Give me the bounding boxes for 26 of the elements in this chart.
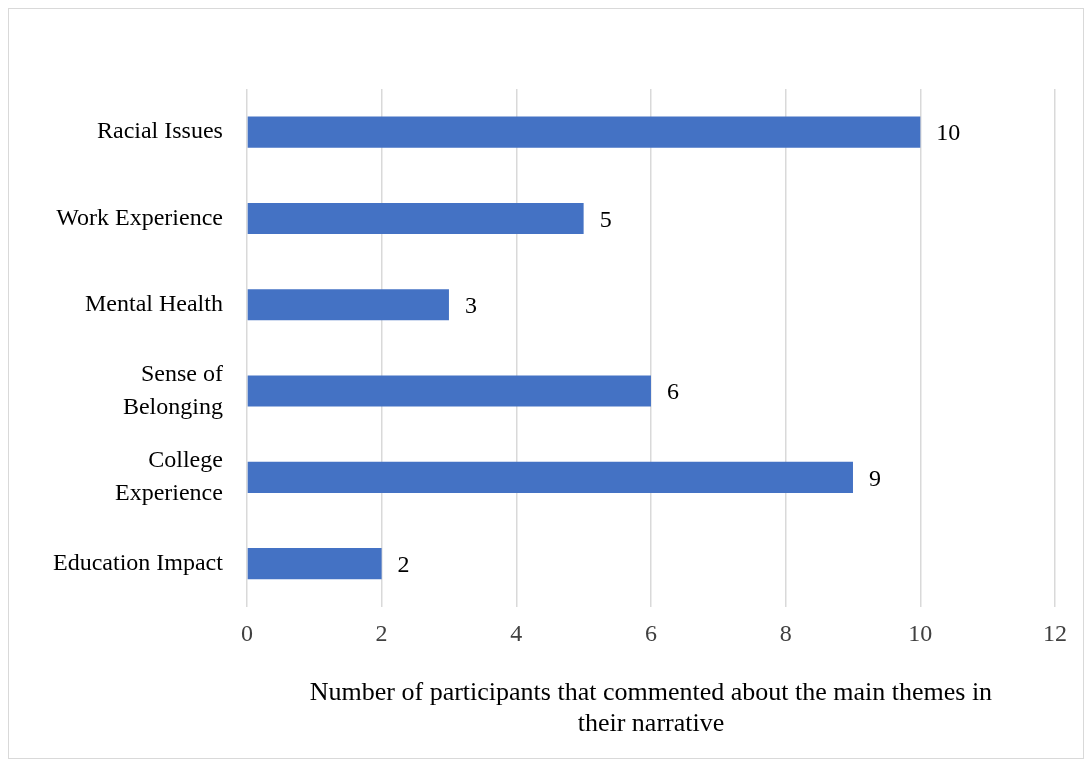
x-tick-label: 0 xyxy=(240,620,253,647)
y-tick-label: Racial Issues xyxy=(96,117,223,144)
data-label: 3 xyxy=(464,292,477,319)
data-label: 5 xyxy=(599,205,612,232)
y-tick-label: College Experience xyxy=(115,446,223,505)
y-tick-label: Work Experience xyxy=(56,203,223,230)
data-label: 9 xyxy=(868,464,881,491)
y-tick-label: Mental Health xyxy=(84,290,223,317)
bar xyxy=(247,461,853,493)
bar xyxy=(247,202,584,234)
x-tick-label: 8 xyxy=(779,620,792,647)
bar xyxy=(247,548,382,580)
x-tick-label: 6 xyxy=(644,620,657,647)
data-label: 6 xyxy=(666,378,679,405)
bar xyxy=(247,375,651,407)
data-label: 10 xyxy=(936,119,961,146)
x-tick-label: 12 xyxy=(1043,620,1067,647)
y-tick-label: Education Impact xyxy=(53,548,224,575)
y-tick-label: Sense of Belonging xyxy=(122,360,223,419)
x-tick-label: 10 xyxy=(908,620,933,647)
data-label: 2 xyxy=(397,550,410,577)
bar xyxy=(247,116,921,148)
x-axis-title: Number of participants that commented about the main themes in their narrative xyxy=(309,677,993,738)
bar xyxy=(247,289,449,321)
x-tick-label: 4 xyxy=(510,620,523,647)
x-tick-label: 2 xyxy=(375,620,388,647)
